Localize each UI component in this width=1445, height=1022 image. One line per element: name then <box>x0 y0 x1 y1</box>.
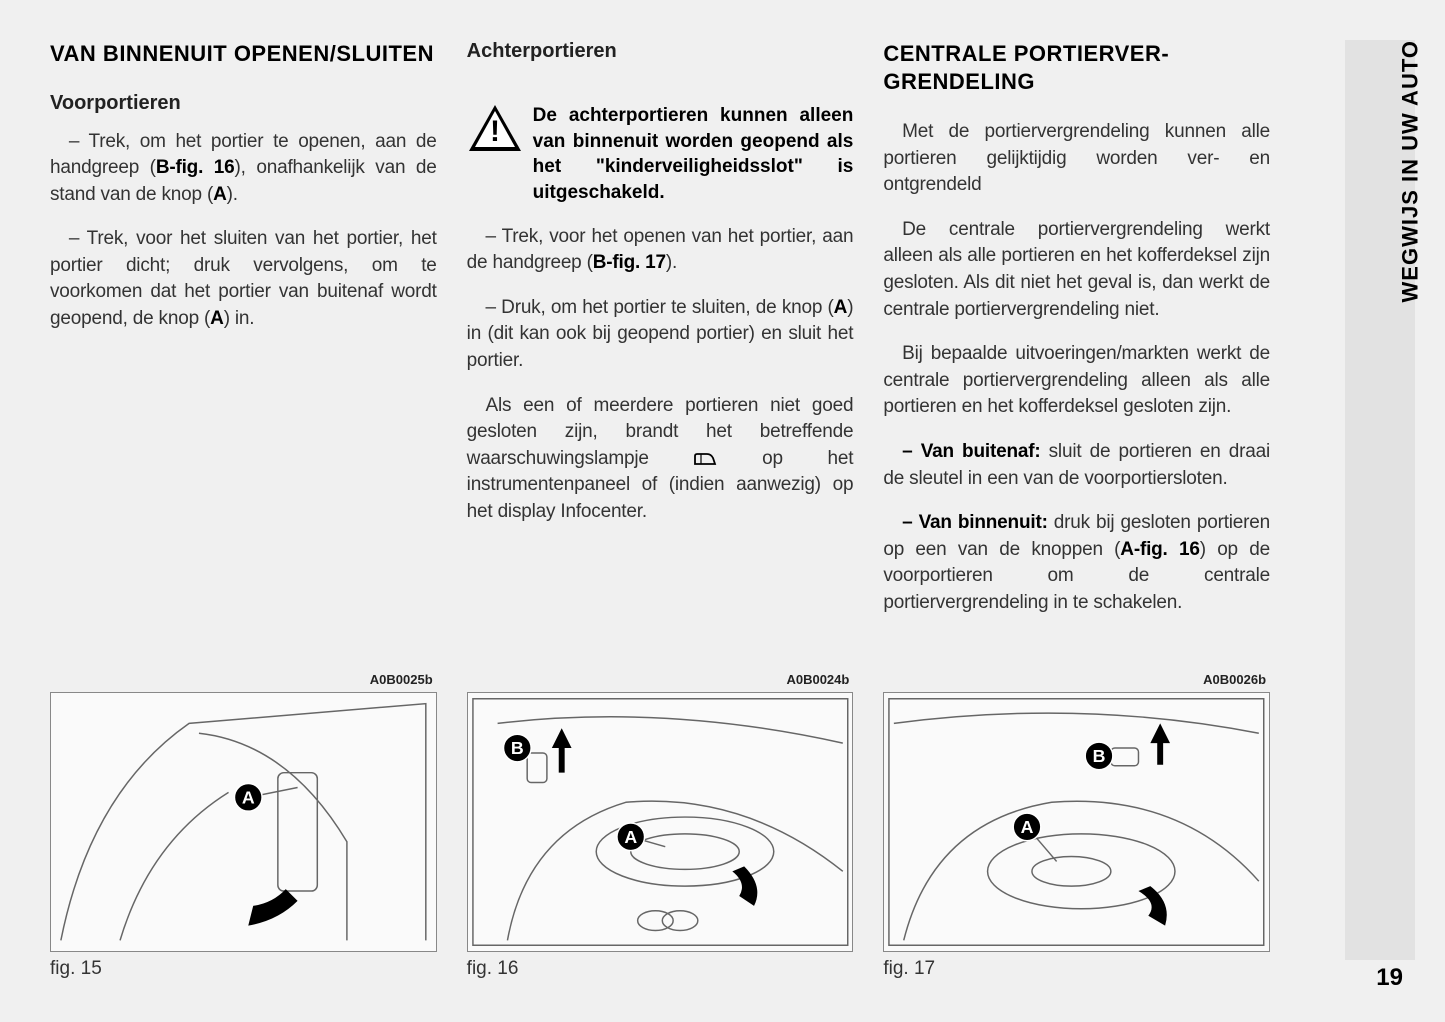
svg-text:!: ! <box>490 115 500 148</box>
paragraph: Bij bepaalde uitvoeringen/markten werkt … <box>883 341 1270 421</box>
svg-text:B: B <box>511 738 524 758</box>
subheading-front-doors: Voorportieren <box>50 92 437 115</box>
figure-row: A0B0025b A fig. 15 A0B0024b <box>50 692 1270 980</box>
door-open-icon <box>693 452 717 466</box>
paragraph: Met de portiervergrendeling kunnen alle … <box>883 119 1270 199</box>
paragraph: – Trek, voor het openen van het portier,… <box>467 224 854 277</box>
warning-triangle-icon: ! <box>467 103 523 153</box>
svg-text:A: A <box>242 787 255 807</box>
figure-16: A0B0024b B A <box>467 692 854 980</box>
page-content: VAN BINNENUIT OPENEN/SLUITEN Voorportier… <box>50 40 1270 980</box>
paragraph: – Trek, om het portier te openen, aan de… <box>50 129 437 209</box>
figure-code: A0B0026b <box>1203 672 1266 687</box>
heading-open-close: VAN BINNENUIT OPENEN/SLUITEN <box>50 40 437 68</box>
svg-text:A: A <box>624 827 637 847</box>
page-number: 19 <box>1376 964 1403 992</box>
figure-caption: fig. 17 <box>883 958 1270 980</box>
sidebar-tab: WEGWIJS IN UW AUTO <box>1345 40 1415 960</box>
subheading-rear-doors: Achterportieren <box>467 40 854 63</box>
figure-caption: fig. 15 <box>50 958 437 980</box>
figure-code: A0B0024b <box>786 672 849 687</box>
warning-text: De achterportieren kunnen alleen van bin… <box>533 103 854 206</box>
svg-text:B: B <box>1093 746 1106 766</box>
warning-box: ! De achterportieren kunnen alleen van b… <box>467 103 854 206</box>
figure-17: A0B0026b B A fig. 17 <box>883 692 1270 980</box>
figure-image: A <box>50 692 437 952</box>
heading-central-locking: CENTRALE PORTIERVER-GRENDELING <box>883 40 1270 95</box>
paragraph: Als een of meerdere portieren niet goed … <box>467 393 854 526</box>
paragraph: – Trek, voor het sluiten van het portier… <box>50 226 437 332</box>
figure-image: B A <box>467 692 854 952</box>
paragraph: De centrale portiervergrendeling werkt a… <box>883 217 1270 323</box>
svg-text:A: A <box>1021 817 1034 837</box>
figure-15: A0B0025b A fig. 15 <box>50 692 437 980</box>
section-title: WEGWIJS IN UW AUTO <box>1397 40 1423 302</box>
paragraph: – Druk, om het portier te sluiten, de kn… <box>467 295 854 375</box>
figure-caption: fig. 16 <box>467 958 854 980</box>
figure-code: A0B0025b <box>370 672 433 687</box>
paragraph: – Van binnenuit: druk bij gesloten porti… <box>883 510 1270 616</box>
paragraph: – Van buitenaf: sluit de portieren en dr… <box>883 439 1270 492</box>
figure-image: B A <box>883 692 1270 952</box>
